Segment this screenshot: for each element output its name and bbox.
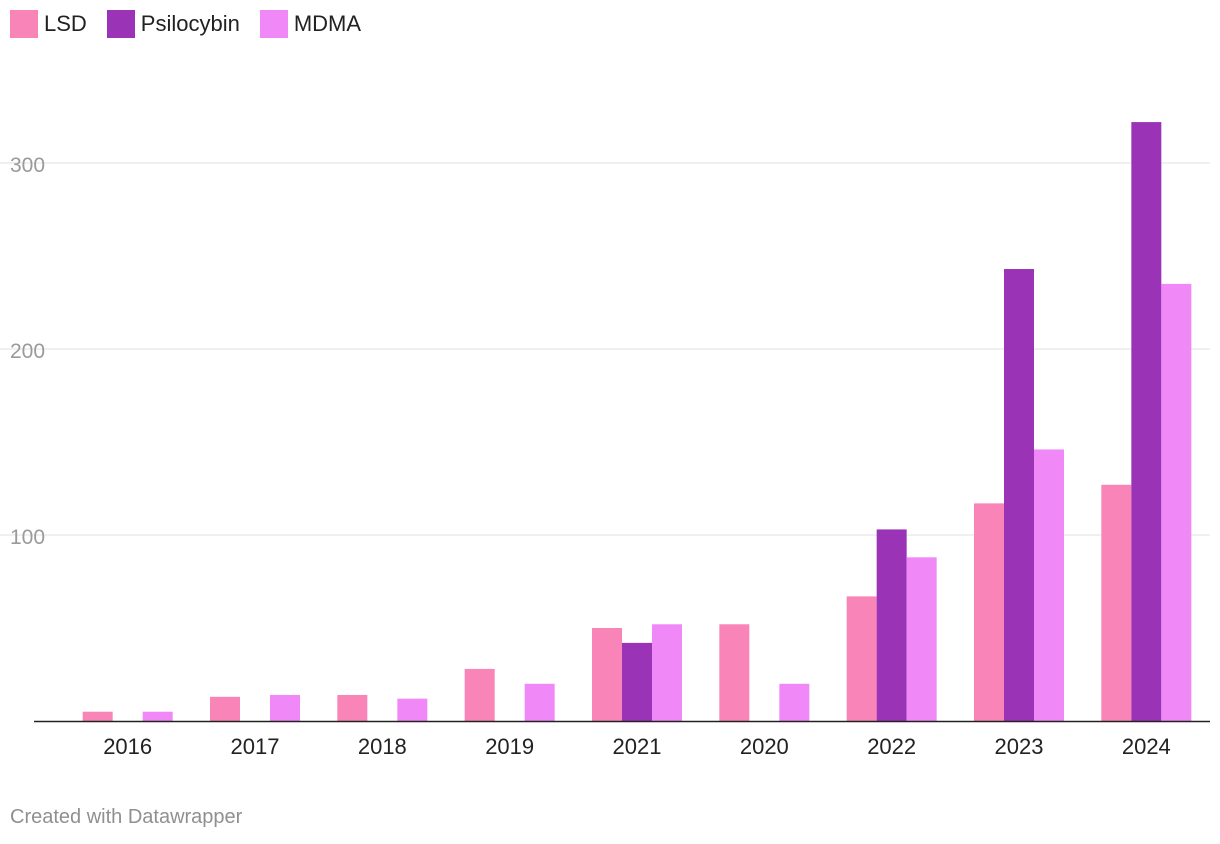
bar-psilocybin-2022 [876, 529, 907, 721]
bar-mdma-2020 [779, 683, 810, 721]
x-tick-label: 2023 [995, 734, 1044, 759]
bars [82, 122, 1192, 721]
bar-lsd-2023 [974, 503, 1004, 721]
legend-swatch [10, 10, 38, 38]
bar-psilocybin-2023 [1004, 269, 1034, 721]
bar-lsd-2016 [82, 711, 113, 721]
x-tick-label: 2016 [103, 734, 152, 759]
bar-mdma-2016 [142, 711, 173, 721]
bar-lsd-2024 [1101, 484, 1132, 721]
bar-psilocybin-2024 [1131, 122, 1162, 721]
x-tick-label: 2021 [613, 734, 662, 759]
legend-swatch [106, 10, 135, 38]
bar-lsd-2017 [210, 696, 240, 721]
x-tick-label: 2022 [867, 734, 916, 759]
bar-mdma-2021 [652, 624, 682, 721]
chart-legend: LSD Psilocybin MDMA [10, 10, 381, 38]
bar-lsd-2020 [719, 624, 750, 721]
legend-label: LSD [44, 11, 87, 36]
bar-lsd-2022 [846, 596, 877, 721]
legend-label: Psilocybin [140, 11, 240, 36]
x-tick-label: 2017 [231, 734, 280, 759]
y-axis-ticks: 100 200 300 [10, 154, 45, 549]
bar-mdma-2018 [397, 698, 428, 721]
x-tick-label: 2020 [740, 734, 789, 759]
bar-mdma-2019 [524, 683, 555, 721]
bar-psilocybin-2021 [622, 642, 652, 721]
legend-swatch [259, 10, 288, 38]
bar-mdma-2024 [1161, 283, 1192, 721]
y-tick-label: 300 [10, 154, 45, 177]
legend-item-mdma: MDMA [259, 10, 362, 38]
bar-lsd-2019 [464, 668, 495, 721]
bar-mdma-2022 [906, 557, 937, 721]
x-tick-label: 2018 [358, 734, 407, 759]
y-tick-label: 200 [10, 340, 45, 363]
x-tick-label: 2019 [485, 734, 534, 759]
bar-lsd-2021 [592, 628, 622, 721]
bar-mdma-2017 [270, 694, 300, 721]
legend-item-psilocybin: Psilocybin [106, 10, 240, 38]
legend-item-lsd: LSD [10, 10, 87, 38]
legend-label: MDMA [293, 11, 362, 36]
datawrapper-credit: Created with Datawrapper [10, 806, 243, 828]
y-tick-label: 100 [10, 526, 45, 549]
bar-lsd-2018 [337, 694, 368, 721]
x-tick-label: 2024 [1122, 734, 1171, 759]
x-axis-ticks: 2016 2017 2018 2019 2021 2020 2022 2023 2024 [103, 734, 1171, 759]
bar-mdma-2023 [1034, 449, 1064, 721]
